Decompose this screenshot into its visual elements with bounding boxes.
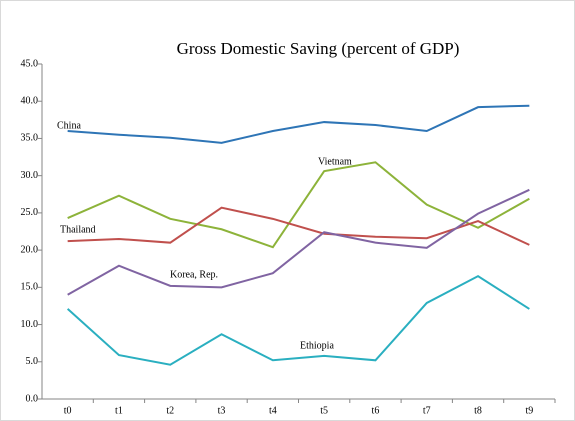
x-tick-label: t3 xyxy=(218,405,226,416)
y-tick-label: 15.0 xyxy=(21,282,39,293)
y-tick-label: 40.0 xyxy=(21,96,39,107)
chart-title: Gross Domestic Saving (percent of GDP) xyxy=(177,39,460,58)
series-label: Vietnam xyxy=(318,156,352,167)
x-tick-label: t7 xyxy=(423,405,431,416)
y-tick-label: 10.0 xyxy=(21,319,39,330)
series-line xyxy=(67,104,530,144)
y-tick-label: 5.0 xyxy=(26,356,39,367)
x-tick-label: t9 xyxy=(525,405,533,416)
x-tick-label: t0 xyxy=(64,405,72,416)
y-tick-label: 0.0 xyxy=(26,393,39,404)
y-tick-label: 30.0 xyxy=(21,170,39,181)
series-line xyxy=(67,188,530,296)
x-tick-label: t5 xyxy=(320,405,328,416)
series-label: Thailand xyxy=(60,224,96,235)
series-line xyxy=(66,275,530,366)
series-label: Ethiopia xyxy=(300,340,334,351)
series-label: Korea, Rep. xyxy=(170,269,218,280)
x-tick-label: t1 xyxy=(115,405,123,416)
y-tick-label: 45.0 xyxy=(21,58,39,69)
x-tick-label: t2 xyxy=(166,405,174,416)
series-label: China xyxy=(57,120,81,131)
series-line xyxy=(67,161,530,249)
x-tick-label: t6 xyxy=(372,405,380,416)
y-tick-label: 20.0 xyxy=(21,244,39,255)
x-tick-label: t4 xyxy=(269,405,277,416)
y-tick-label: 25.0 xyxy=(21,207,39,218)
x-tick-label: t8 xyxy=(474,405,482,416)
y-tick-label: 35.0 xyxy=(21,133,39,144)
